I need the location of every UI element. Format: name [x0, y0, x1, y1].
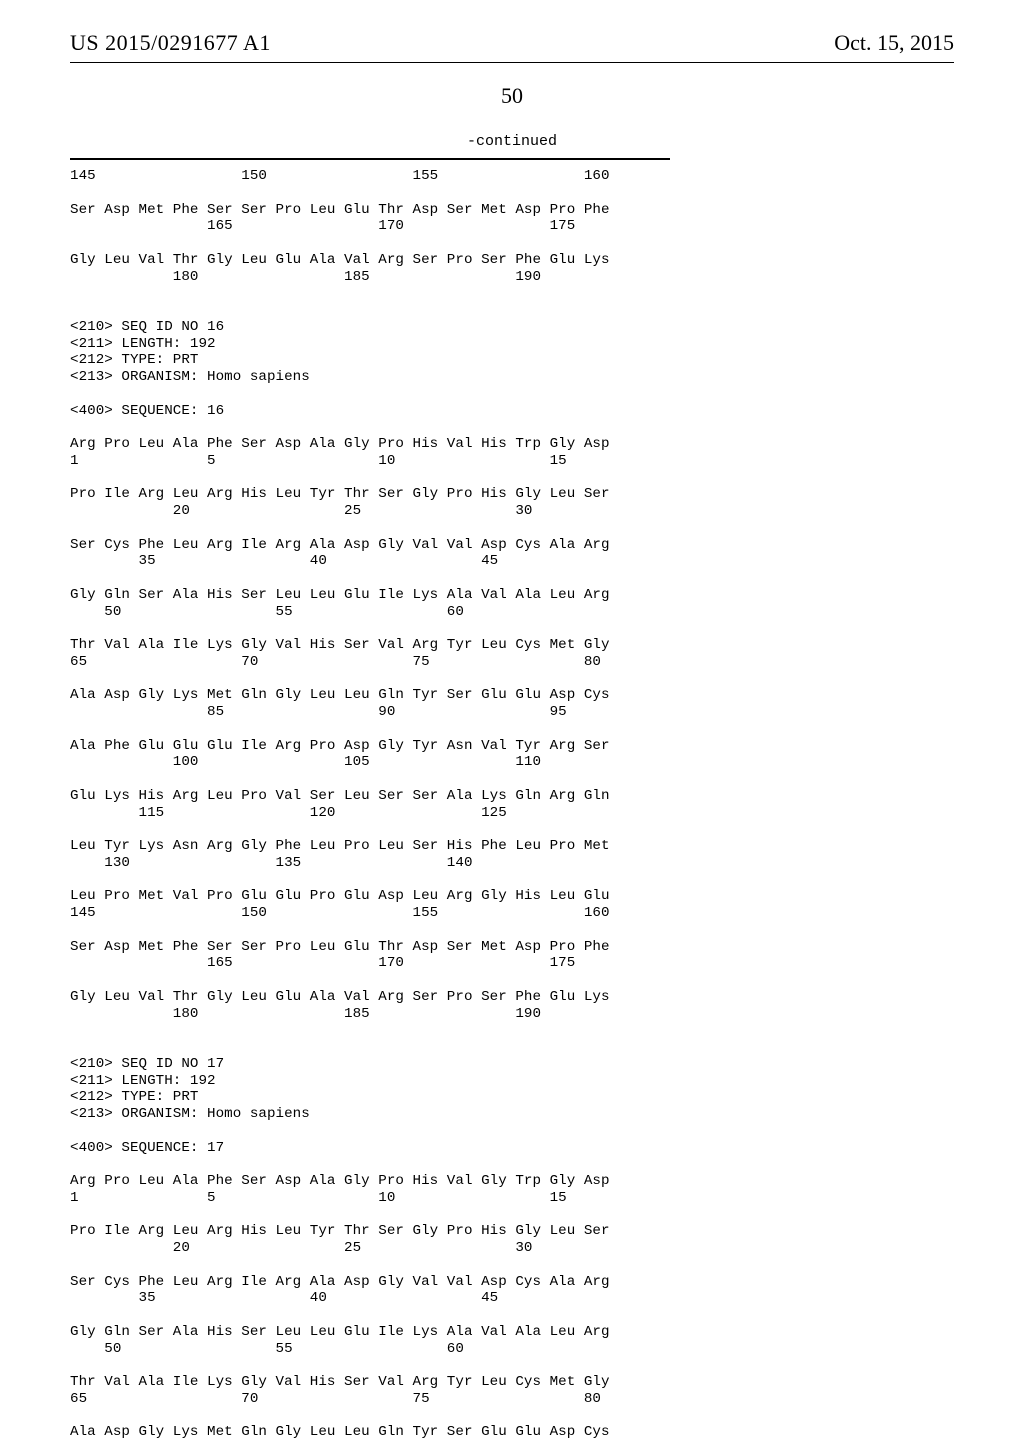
page-header: US 2015/0291677 A1 Oct. 15, 2015: [70, 30, 954, 56]
page: US 2015/0291677 A1 Oct. 15, 2015 50 -con…: [0, 0, 1024, 1320]
continued-label: -continued: [70, 133, 954, 150]
sequence-top-rule: [70, 158, 670, 160]
header-rule: [70, 62, 954, 63]
publication-date: Oct. 15, 2015: [834, 30, 954, 56]
publication-number: US 2015/0291677 A1: [70, 30, 271, 56]
sequence-listing: 145 150 155 160 Ser Asp Met Phe Ser Ser …: [70, 168, 954, 1441]
page-number: 50: [70, 83, 954, 109]
